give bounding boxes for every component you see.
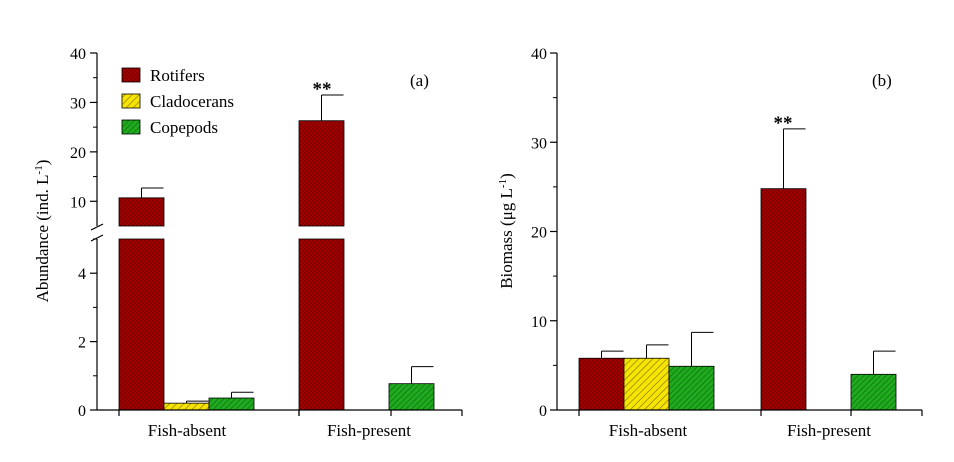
panel-a-bar-copepods-1 xyxy=(388,383,435,411)
panel-a-cat-label-1: Fish-present xyxy=(327,421,411,440)
panel-a-bar-rotifers-1-upper xyxy=(298,120,345,227)
panel-b-bar-cladocerans-0 xyxy=(623,357,670,411)
panel-b-ylabel: Biomass (μg L-1) xyxy=(497,173,516,289)
panel-b-errorbars xyxy=(601,128,896,375)
legend-label-copepods: Copepods xyxy=(150,118,218,137)
panel-b-bars xyxy=(578,188,897,411)
legend-swatch-cladocerans xyxy=(121,93,141,109)
panel-a-ytick-label-30: 30 xyxy=(70,95,86,112)
panel-a-label: (a) xyxy=(410,71,429,90)
panel-b-bar-rotifers-0 xyxy=(578,357,625,411)
panel-a-ticks: 0 2 4 10 20 30 40 xyxy=(70,46,463,420)
panel-a-bars xyxy=(118,120,435,411)
panel-a-ytick-label-20: 20 xyxy=(70,145,86,162)
legend-label-cladocerans: Cladocerans xyxy=(150,92,234,111)
panel-b-axes xyxy=(556,53,922,411)
panel-b: 0 10 20 30 40 Fish-absent Fish-present Bioma… xyxy=(497,46,923,440)
panel-a-axis-break-mark-1 xyxy=(90,223,104,231)
panel-a: 0 2 4 10 20 30 40 Fish-absent Fish-present Abu… xyxy=(33,46,463,440)
panel-a-axis-break-mark-2 xyxy=(90,234,104,242)
legend-swatch-rotifers xyxy=(121,67,141,83)
panel-b-cat-label-1: Fish-present xyxy=(787,421,871,440)
panel-b-ytick-label-10: 10 xyxy=(531,314,547,331)
panel-b-cat-label-0: Fish-absent xyxy=(609,421,688,440)
legend: Rotifers Cladocerans Copepods xyxy=(121,66,234,137)
legend-label-rotifers: Rotifers xyxy=(150,66,205,85)
panel-a-bar-rotifers-0-upper xyxy=(118,197,165,227)
panel-b-bar-rotifers-1 xyxy=(760,188,807,411)
panel-b-ytick-label-40: 40 xyxy=(531,46,547,63)
panel-a-ytick-label-4: 4 xyxy=(78,266,86,283)
panel-a-bar-cladocerans-0 xyxy=(163,402,210,411)
panel-b-bar-copepods-0 xyxy=(668,365,715,411)
panel-a-significance: ** xyxy=(313,79,332,100)
panel-a-ytick-label-0: 0 xyxy=(78,403,86,420)
panel-a-bar-rotifers-0-lower xyxy=(118,238,165,411)
panel-b-ytick-label-0: 0 xyxy=(539,403,547,420)
panel-b-bar-copepods-1 xyxy=(850,373,897,411)
panel-b-ytick-label-20: 20 xyxy=(531,225,547,242)
panel-a-errorbars xyxy=(141,94,434,404)
panel-a-ytick-label-2: 2 xyxy=(78,335,86,352)
legend-swatch-copepods xyxy=(121,119,141,135)
panel-b-ticks: 0 10 20 30 40 xyxy=(531,46,923,420)
panel-a-cat-label-0: Fish-absent xyxy=(148,421,227,440)
panel-b-significance: ** xyxy=(774,113,793,134)
panel-a-ytick-label-10: 10 xyxy=(70,194,86,211)
panel-a-ytick-label-40: 40 xyxy=(70,46,86,63)
panel-b-ytick-label-30: 30 xyxy=(531,135,547,152)
panel-a-bar-rotifers-1-lower xyxy=(298,238,345,411)
panel-a-ylabel: Abundance (ind. L-1) xyxy=(33,160,52,303)
panel-a-bar-copepods-0 xyxy=(208,397,255,411)
panel-a-axes xyxy=(90,53,462,411)
panel-b-label: (b) xyxy=(872,71,892,90)
